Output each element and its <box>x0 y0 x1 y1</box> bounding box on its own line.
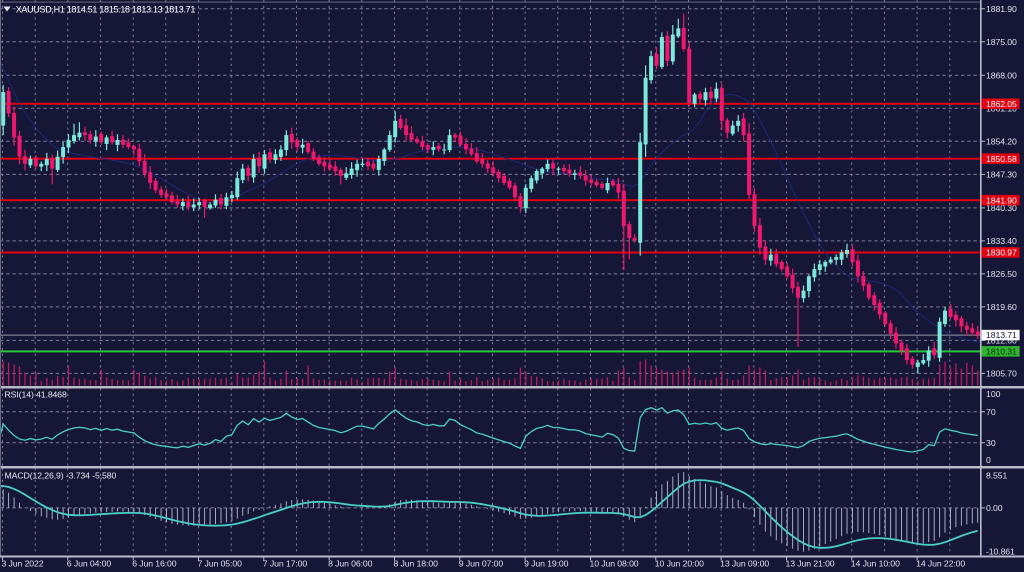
svg-text:6 Jun 04:00: 6 Jun 04:00 <box>67 559 112 569</box>
svg-text:100: 100 <box>986 389 1001 399</box>
svg-text:9 Jun 07:00: 9 Jun 07:00 <box>459 559 504 569</box>
svg-text:6 Jun 16:00: 6 Jun 16:00 <box>132 559 177 569</box>
svg-text:1847.30: 1847.30 <box>986 170 1017 180</box>
svg-text:30: 30 <box>986 438 996 448</box>
svg-text:-10.861: -10.861 <box>986 546 1015 556</box>
svg-text:1841.90: 1841.90 <box>986 195 1017 205</box>
svg-text:8 Jun 18:00: 8 Jun 18:00 <box>394 559 439 569</box>
svg-text:14 Jun 10:00: 14 Jun 10:00 <box>851 559 900 569</box>
svg-text:70: 70 <box>986 407 996 417</box>
svg-text:0.00: 0.00 <box>986 503 1003 513</box>
svg-text:RSI(14) 41.8468: RSI(14) 41.8468 <box>5 390 68 400</box>
svg-text:0: 0 <box>986 455 991 465</box>
svg-text:1810.31: 1810.31 <box>986 347 1017 357</box>
svg-text:9 Jun 19:00: 9 Jun 19:00 <box>524 559 569 569</box>
svg-text:8.551: 8.551 <box>986 471 1008 481</box>
svg-text:XAUUSD,H1 1814.51 1815.18 1: XAUUSD,H1 1814.51 1815.18 1813.13 1813.7… <box>16 4 196 14</box>
svg-text:7 Jun 05:00: 7 Jun 05:00 <box>198 559 243 569</box>
svg-text:1819.60: 1819.60 <box>986 302 1017 312</box>
svg-text:1862.05: 1862.05 <box>986 99 1017 109</box>
svg-text:1868.00: 1868.00 <box>986 70 1017 80</box>
svg-text:1854.20: 1854.20 <box>986 136 1017 146</box>
svg-text:1881.90: 1881.90 <box>986 4 1017 14</box>
svg-text:1830.97: 1830.97 <box>986 248 1017 258</box>
svg-text:1840.30: 1840.30 <box>986 203 1017 213</box>
svg-text:1805.70: 1805.70 <box>986 369 1017 379</box>
svg-text:13 Jun 09:00: 13 Jun 09:00 <box>720 559 769 569</box>
svg-text:1813.71: 1813.71 <box>986 330 1017 340</box>
svg-text:MACD(12,26,9) -3.734 -5,580: MACD(12,26,9) -3.734 -5,580 <box>5 471 117 481</box>
svg-text:8 Jun 06:00: 8 Jun 06:00 <box>328 559 373 569</box>
svg-text:10 Jun 20:00: 10 Jun 20:00 <box>655 559 704 569</box>
svg-text:10 Jun 08:00: 10 Jun 08:00 <box>590 559 639 569</box>
svg-text:14 Jun 22:00: 14 Jun 22:00 <box>916 559 965 569</box>
svg-text:3 Jun 2022: 3 Jun 2022 <box>2 559 44 569</box>
svg-text:1850.58: 1850.58 <box>986 154 1017 164</box>
svg-text:1812.60: 1812.60 <box>986 336 1017 346</box>
svg-text:1875.00: 1875.00 <box>986 37 1017 47</box>
svg-text:1826.50: 1826.50 <box>986 269 1017 279</box>
svg-text:1833.40: 1833.40 <box>986 236 1017 246</box>
svg-text:13 Jun 21:00: 13 Jun 21:00 <box>786 559 835 569</box>
svg-text:7 Jun 17:00: 7 Jun 17:00 <box>263 559 308 569</box>
